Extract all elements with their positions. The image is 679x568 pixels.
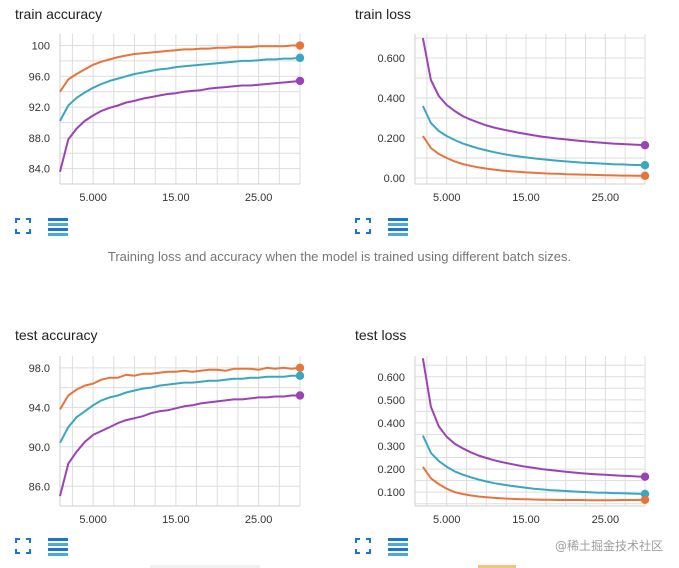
y-tick-label: 96.0 [29,71,50,83]
fullscreen-icon[interactable] [355,218,371,239]
menu-lines-icon[interactable] [388,218,408,241]
series-line-orange [422,135,645,177]
x-tick-label: 15.00 [162,514,190,526]
x-tick-label: 5.000 [79,514,107,526]
series-endpoint-teal [640,161,650,170]
x-tick-label: 25.00 [592,192,620,204]
y-tick-label: 0.300 [377,441,405,453]
menu-lines-icon[interactable] [48,218,68,241]
menu-lines-icon[interactable] [388,538,408,561]
y-tick-label: 90.0 [29,442,50,454]
fullscreen-icon[interactable] [15,218,31,239]
train-accuracy-title: train accuracy [15,6,103,22]
series-line-teal [421,105,646,167]
train-loss-title: train loss [355,6,412,22]
train-loss-chart: 0.600 0.400 0.200 0.00 5.000 15.00 25.00 [377,34,650,204]
menu-lines-icon[interactable] [48,538,68,561]
series-line-teal [421,435,646,495]
y-tick-label: 0.500 [377,395,405,407]
y-tick-label: 0.400 [377,93,405,105]
series-line-orange [422,466,646,502]
x-tick-label: 15.00 [512,514,540,526]
series-line-orange [59,44,300,93]
x-tick-label: 25.00 [245,514,273,526]
series-endpoint-purple [640,141,650,150]
watermark-text: @稀土掘金技术社区 [554,539,663,553]
x-tick-label: 5.000 [433,192,461,204]
series-line-purple [421,37,646,147]
y-tick-label: 100 [32,41,50,53]
figure-caption: Training loss and accuracy when the mode… [107,249,572,264]
y-tick-label: 86.0 [29,481,50,493]
test-accuracy-title: test accuracy [15,327,98,343]
x-tick-label: 15.00 [162,192,190,204]
train-accuracy-chart: 100 96.0 92.0 88.0 84.0 5.000 15.00 25.00 [29,34,305,204]
series-line-purple [421,358,646,478]
x-tick-label: 25.00 [245,192,273,204]
test-loss-title: test loss [355,327,407,343]
y-tick-label: 98.0 [29,363,50,375]
y-tick-label: 0.100 [377,487,405,499]
bottom-strip-left [150,565,260,568]
series-endpoint-teal [640,489,650,499]
series-line-teal [59,374,300,444]
series-endpoint-orange [295,41,305,50]
y-tick-label: 0.600 [377,372,405,384]
bottom-strip-accent [478,565,516,568]
y-tick-label: 84.0 [29,164,50,176]
y-tick-label: 0.00 [384,173,405,185]
y-tick-label: 92.0 [29,102,50,114]
x-tick-label: 5.000 [79,192,107,204]
series-endpoint-purple [640,472,650,481]
x-tick-label: 25.00 [592,514,620,526]
series-endpoint-teal [295,53,305,63]
x-tick-label: 5.000 [433,514,461,526]
y-tick-label: 0.400 [377,418,405,430]
y-tick-label: 0.200 [377,464,405,476]
y-tick-label: 0.600 [377,53,405,65]
series-endpoint-orange [640,495,650,504]
fullscreen-icon[interactable] [355,538,371,559]
series-endpoint-purple [295,76,305,86]
series-endpoint-orange [295,363,305,373]
x-tick-label: 15.00 [512,192,540,204]
y-tick-label: 88.0 [29,133,50,145]
y-tick-label: 94.0 [29,402,50,414]
series-endpoint-purple [295,391,305,400]
series-endpoint-orange [640,171,650,180]
series-line-purple [59,394,300,497]
series-line-orange [59,366,301,410]
series-endpoint-teal [295,371,305,380]
test-loss-chart: 0.600 0.500 0.400 0.300 0.200 0.100 5.000 15.00… [377,356,650,526]
series-line-purple [59,79,301,172]
test-accuracy-chart: 98.0 94.0 90.0 86.0 5.000 15.00 25.00 [29,356,305,526]
fullscreen-icon[interactable] [15,538,31,559]
series-line-teal [59,56,301,122]
y-tick-label: 0.200 [377,133,405,145]
